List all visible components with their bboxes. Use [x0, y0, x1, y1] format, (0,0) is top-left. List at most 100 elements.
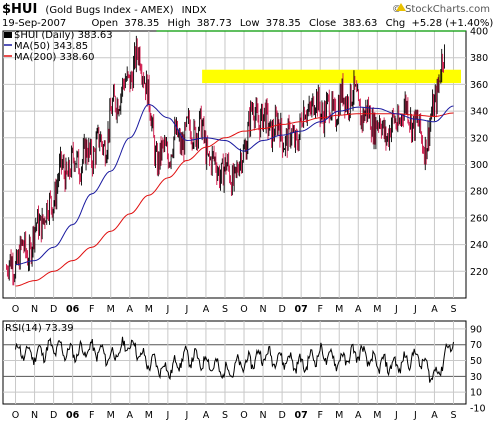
chg-value: +5.28 (+1.40%): [411, 18, 493, 29]
month-label: N: [31, 304, 38, 315]
price-legend: $HUI (Daily) 383.63 MA(50) 343.85 MA(200…: [4, 30, 113, 63]
month-label: M: [145, 410, 153, 421]
month-label: S: [450, 304, 456, 315]
quote-line: 19-Sep-2007 Open 378.35 High 387.73 Low …: [2, 18, 493, 29]
legend-ma50: MA(50) 343.85: [14, 41, 88, 52]
chart-header: $HUI (Gold Bugs Index - AMEX) INDX © Sto…: [2, 0, 493, 29]
rsi-line: [15, 336, 454, 383]
price-tick-label: 320: [470, 133, 488, 144]
rsi-legend: RSI(14) 73.39: [5, 323, 74, 334]
month-label: J: [413, 410, 417, 421]
month-axis: O N D 06 F M A M J J A S O N D 07 F M A M J J A S: [12, 304, 457, 315]
month-label: N: [260, 304, 267, 315]
month-label: F: [89, 304, 94, 315]
rsi-tick-label: -10: [470, 403, 486, 414]
month-label: A: [431, 410, 438, 421]
rsi-panel-frame: [2, 320, 467, 405]
month-label: D: [50, 304, 57, 315]
month-label: D: [278, 304, 285, 315]
ma200-line: [15, 112, 454, 287]
month-label: A: [127, 304, 134, 315]
month-label: S: [222, 304, 228, 315]
month-label: O: [12, 410, 19, 421]
high-label: High: [168, 18, 191, 29]
rsi-tick-label: 50: [470, 356, 482, 367]
low-label: Low: [240, 18, 260, 29]
legend-swatch-price: [4, 32, 12, 38]
month-label: S: [222, 410, 228, 421]
symbol: $HUI: [2, 2, 37, 17]
rsi-grid: [3, 321, 466, 404]
month-label: J: [165, 410, 169, 421]
month-label: A: [431, 304, 438, 315]
month-label: N: [260, 410, 267, 421]
month-label: A: [355, 410, 362, 421]
month-label: A: [203, 304, 210, 315]
price-tick-label: 240: [470, 240, 488, 251]
month-label: M: [373, 410, 381, 421]
month-label: O: [240, 304, 247, 315]
price-tick-label: 260: [470, 213, 488, 224]
rsi-y-ticks: -10 10 30 50 70 90: [470, 324, 486, 414]
price-tick-label: 360: [470, 80, 488, 91]
month-axis-bottom: O N D 06 F M A M J J A S O N D 07 F M A M J J A S: [12, 410, 457, 421]
ma50-line: [15, 103, 454, 266]
price-y-ticks: 220 240 260 280 300 320 340 360 380 400: [470, 27, 488, 278]
month-label: A: [127, 410, 134, 421]
resistance-band: [202, 69, 462, 84]
month-label: M: [335, 410, 343, 421]
month-label: O: [240, 410, 247, 421]
price-tick-label: 340: [470, 107, 488, 118]
month-label: 07: [295, 304, 308, 315]
month-label: J: [184, 410, 188, 421]
legend-price: $HUI (Daily) 383.63: [14, 30, 113, 41]
rsi-tick-label: 70: [470, 340, 482, 351]
month-label: D: [50, 410, 57, 421]
open-label: Open: [91, 18, 118, 29]
stockcharts-triangle-icon: [396, 3, 406, 11]
month-label: J: [394, 304, 398, 315]
exchange: INDX: [182, 5, 207, 16]
symbol-title: $HUI (Gold Bugs Index - AMEX) INDX: [2, 0, 207, 17]
rsi-tick-label: 30: [470, 372, 482, 383]
chg-label: Chg: [386, 18, 406, 29]
rsi-tick-label: 90: [470, 324, 482, 335]
month-label: N: [31, 410, 38, 421]
month-label: M: [335, 304, 343, 315]
price-tick-label: 300: [470, 160, 488, 171]
month-label: F: [317, 410, 322, 421]
month-label: M: [107, 410, 115, 421]
month-label: S: [450, 410, 456, 421]
month-label: D: [278, 410, 285, 421]
price-panel: 220 240 260 280 300 320 340 360 380 400 $HUI (Dai…: [2, 27, 488, 299]
month-label: M: [145, 304, 153, 315]
price-tick-label: 380: [470, 53, 488, 64]
index-name: (Gold Bugs Index - AMEX): [45, 5, 173, 16]
price-tick-label: 220: [470, 267, 488, 278]
rsi-panel: -10 10 30 50 70 90 RSI(14) 73.39: [2, 320, 486, 414]
month-label: A: [355, 304, 362, 315]
month-label: J: [165, 304, 169, 315]
high-value: 387.73: [197, 18, 232, 29]
month-label: F: [317, 304, 322, 315]
month-label: O: [12, 304, 19, 315]
low-value: 378.35: [266, 18, 301, 29]
month-label: 07: [295, 410, 308, 421]
close-value: 383.63: [342, 18, 377, 29]
legend-ma200: MA(200) 338.60: [14, 52, 95, 63]
month-label: J: [413, 304, 417, 315]
watermark: © StockCharts.com: [392, 4, 490, 15]
month-label: J: [184, 304, 188, 315]
month-label: 06: [66, 304, 80, 315]
price-tick-label: 280: [470, 187, 488, 198]
month-label: M: [107, 304, 115, 315]
open-value: 378.35: [124, 18, 159, 29]
rsi-tick-label: 10: [470, 388, 482, 399]
month-label: F: [89, 410, 94, 421]
close-label: Close: [309, 18, 336, 29]
month-label: J: [394, 410, 398, 421]
price-tick-label: 400: [470, 27, 488, 38]
month-label: M: [373, 304, 381, 315]
month-label: A: [203, 410, 210, 421]
